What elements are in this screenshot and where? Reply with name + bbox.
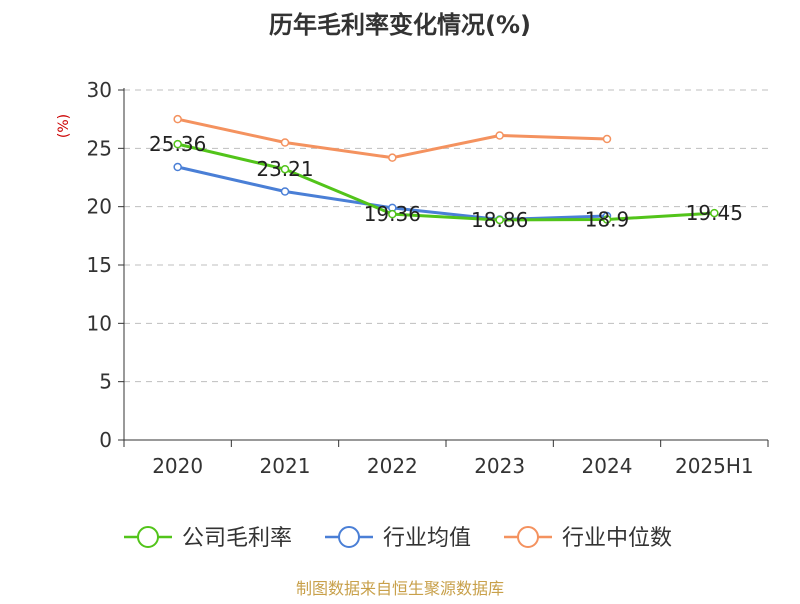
data-point[interactable]	[280, 187, 290, 196]
y-tick-label: 25	[87, 136, 112, 160]
data-point[interactable]	[388, 153, 397, 162]
grid-lines	[124, 89, 768, 383]
legend-marker	[137, 526, 159, 548]
data-label: 25.36	[149, 132, 206, 156]
y-tick-label: 30	[87, 78, 112, 102]
data-label: 18.9	[585, 208, 630, 232]
data-point[interactable]	[388, 209, 397, 219]
legend-label: 行业均值	[383, 526, 471, 551]
data-label: 18.86	[471, 208, 528, 232]
legend: 公司毛利率 行业均值 行业中位数	[124, 526, 672, 551]
legend-label: 公司毛利率	[182, 526, 292, 551]
data-point[interactable]	[173, 114, 182, 124]
series-2	[173, 114, 612, 162]
legend-marker	[517, 526, 539, 548]
x-tick-label: 2022	[367, 454, 418, 478]
data-point[interactable]	[280, 138, 290, 147]
legend-item-0[interactable]: 公司毛利率	[124, 526, 292, 551]
data-point[interactable]	[173, 139, 182, 149]
series-lines	[173, 114, 719, 225]
series-line	[177, 142, 715, 222]
y-tick-label: 15	[87, 253, 112, 277]
x-tick-label: 2021	[260, 454, 311, 478]
x-tick-label: 2024	[582, 454, 633, 478]
y-tick-label: 0	[99, 428, 112, 452]
data-labels: 25.36 23.21 19.36 18.86 18.9 19.45	[149, 132, 743, 232]
y-tick-label: 10	[87, 311, 112, 335]
data-point[interactable]	[710, 208, 719, 218]
data-point[interactable]	[173, 162, 182, 172]
legend-label: 行业中位数	[562, 526, 672, 551]
data-point[interactable]	[495, 131, 504, 140]
data-point[interactable]	[602, 134, 612, 144]
chart-title: 历年毛利率变化情况(%)	[269, 11, 531, 39]
legend-item-1[interactable]: 行业均值	[325, 526, 471, 551]
data-point[interactable]	[602, 215, 612, 224]
data-point[interactable]	[495, 215, 504, 225]
y-tick-label: 20	[87, 195, 112, 219]
legend-item-2[interactable]: 行业中位数	[504, 526, 672, 551]
data-label: 23.21	[256, 157, 313, 181]
y-tick-label: 5	[99, 370, 112, 394]
series-0	[173, 139, 719, 225]
x-tick-label: 2025H1	[675, 454, 754, 478]
legend-marker	[338, 526, 360, 548]
axes: 0 5 10 15 20 25 30 2020 2021 2022 2023 2024 2025H1	[87, 78, 769, 478]
series-line	[177, 117, 608, 160]
data-point[interactable]	[280, 164, 290, 174]
data-label: 19.45	[686, 201, 743, 225]
y-axis-unit-label: (%)	[56, 114, 72, 138]
x-tick-label: 2020	[152, 454, 203, 478]
x-tick-label: 2023	[474, 454, 525, 478]
source-note: 制图数据来自恒生聚源数据库	[296, 579, 504, 598]
data-label: 19.36	[364, 202, 421, 226]
